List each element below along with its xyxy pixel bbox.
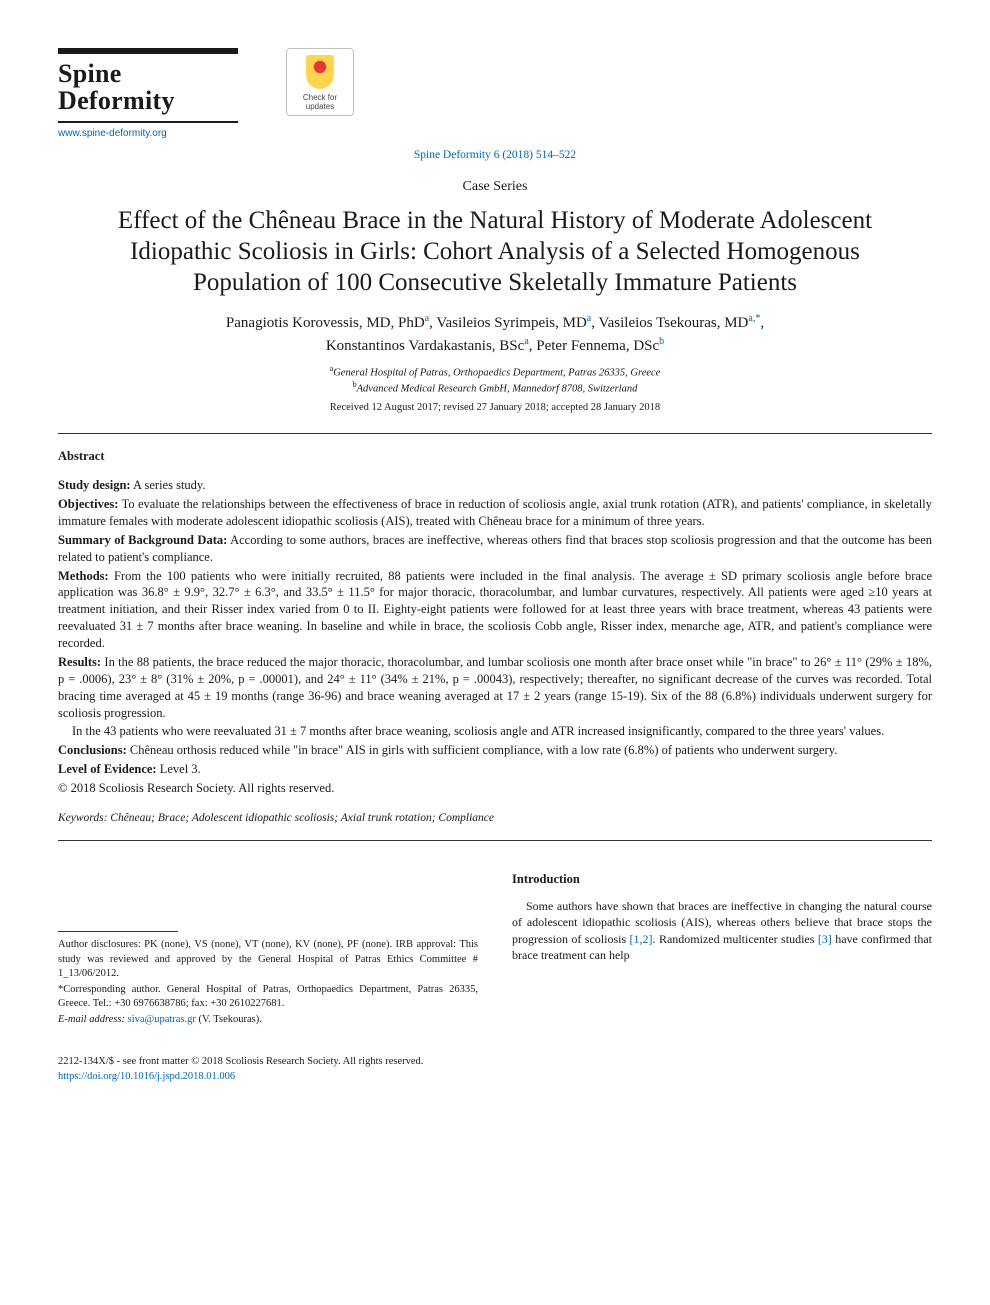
rule-top [58, 48, 238, 54]
rule-abstract-top [58, 433, 932, 434]
footer-block: 2212-134X/$ - see front matter © 2018 Sc… [58, 1055, 932, 1083]
right-column: Introduction Some authors have shown tha… [512, 871, 932, 1029]
corresponding: *Corresponding author. General Hospital … [58, 983, 478, 1011]
background-label: Summary of Background Data: [58, 533, 227, 547]
design-label: Study design: [58, 478, 131, 492]
author-list: Panagiotis Korovessis, MD, PhDa, Vasilei… [58, 312, 932, 358]
design-text: A series study. [131, 478, 206, 492]
crossmark-badge[interactable]: Check for updates [286, 48, 354, 116]
crossmark-icon [306, 55, 334, 89]
journal-url[interactable]: www.spine-deformity.org [58, 127, 238, 141]
keywords-line: Keywords: Chêneau; Brace; Adolescent idi… [58, 811, 932, 827]
affil-a: General Hospital of Patras, Orthopaedics… [333, 367, 660, 378]
author: Vasileios Syrimpeis, MD [436, 315, 586, 331]
author: Panagiotis Korovessis, MD, PhD [226, 315, 425, 331]
affil-b: Advanced Medical Research GmbH, Mannedor… [357, 384, 638, 395]
left-column: Author disclosures: PK (none), VS (none)… [58, 871, 478, 1029]
rule-keywords-bottom [58, 840, 932, 841]
abstract-body: Study design: A series study. Objectives… [58, 477, 932, 778]
loe-text: Level 3. [157, 762, 201, 776]
email-label: E-mail address: [58, 1014, 128, 1025]
rule-bottom [58, 121, 238, 123]
methods-text: From the 100 patients who were initially… [58, 569, 932, 651]
results-text: In the 88 patients, the brace reduced th… [58, 655, 932, 720]
objectives-text: To evaluate the relationships between th… [58, 497, 932, 528]
conclusions-text: Chêneau orthosis reduced while "in brace… [127, 743, 838, 757]
email-link[interactable]: siva@upatras.gr [128, 1014, 196, 1025]
affiliations: aGeneral Hospital of Patras, Orthopaedic… [58, 364, 932, 397]
author: Vasileios Tsekouras, MD [598, 315, 748, 331]
aff-marker: a [425, 313, 429, 324]
ref-link[interactable]: [3] [818, 932, 832, 946]
footnotes: Author disclosures: PK (none), VS (none)… [58, 938, 478, 1027]
footnote-rule [58, 931, 178, 932]
doi-link[interactable]: https://doi.org/10.1016/j.jspd.2018.01.0… [58, 1070, 932, 1084]
abstract-copyright: © 2018 Scoliosis Research Society. All r… [58, 780, 932, 797]
journal-block: Spine Deformity www.spine-deformity.org [58, 48, 238, 140]
ref-link[interactable]: [1,2] [630, 932, 653, 946]
introduction-heading: Introduction [512, 871, 932, 888]
loe-label: Level of Evidence: [58, 762, 157, 776]
introduction-body: Some authors have shown that braces are … [512, 898, 932, 963]
keywords-label: Keywords: [58, 812, 107, 824]
journal-line2: Deformity [58, 86, 175, 115]
disclosures: Author disclosures: PK (none), VS (none)… [58, 938, 478, 981]
aff-marker: a [524, 336, 528, 347]
header-row: Spine Deformity www.spine-deformity.org … [58, 48, 932, 140]
author: Peter Fennema, DSc [536, 338, 659, 354]
author: Konstantinos Vardakastanis, BSc [326, 338, 524, 354]
corr-marker: ,* [753, 313, 761, 324]
abstract-heading: Abstract [58, 448, 932, 465]
article-history: Received 12 August 2017; revised 27 Janu… [58, 401, 932, 415]
crossmark-text: Check for updates [291, 93, 349, 111]
citation-line[interactable]: Spine Deformity 6 (2018) 514–522 [58, 148, 932, 164]
keywords-text: Chêneau; Brace; Adolescent idiopathic sc… [107, 812, 494, 824]
email-who: (V. Tsekouras). [196, 1014, 262, 1025]
article-title: Effect of the Chêneau Brace in the Natur… [78, 205, 912, 299]
methods-label: Methods: [58, 569, 109, 583]
objectives-label: Objectives: [58, 497, 118, 511]
results-label: Results: [58, 655, 101, 669]
article-type: Case Series [58, 178, 932, 197]
conclusions-label: Conclusions: [58, 743, 127, 757]
results-text-2: In the 43 patients who were reevaluated … [72, 724, 884, 738]
aff-marker: b [659, 336, 664, 347]
two-column-body: Author disclosures: PK (none), VS (none)… [58, 871, 932, 1029]
journal-line1: Spine [58, 59, 122, 88]
intro-p1b: . Randomized multicenter studies [653, 932, 818, 946]
aff-marker: a [587, 313, 591, 324]
journal-name: Spine Deformity [58, 60, 238, 115]
front-matter: 2212-134X/$ - see front matter © 2018 Sc… [58, 1055, 932, 1069]
